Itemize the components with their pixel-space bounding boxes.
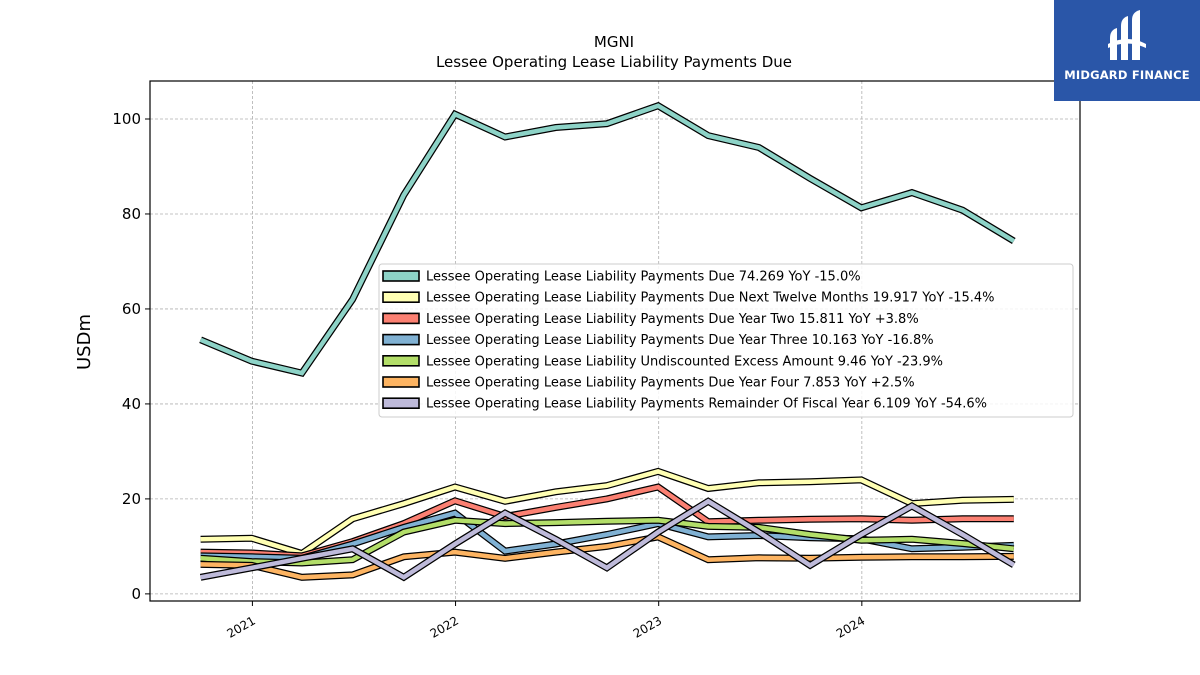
y-tick-label: 80 — [122, 205, 141, 223]
y-tick-label: 40 — [122, 395, 141, 413]
series-line — [200, 534, 1014, 580]
y-axis-label: USDm — [74, 314, 95, 370]
legend-swatch — [382, 312, 420, 325]
y-tick-label: 100 — [112, 110, 141, 128]
brand-logo: MIDGARD FINANCE — [1054, 0, 1200, 101]
x-tick-label: 2024 — [834, 613, 867, 640]
legend-swatch — [382, 270, 420, 282]
legend-swatch — [382, 376, 420, 388]
series-line — [200, 469, 1014, 556]
series-line — [200, 518, 1015, 566]
series-5 — [200, 533, 1014, 581]
legend-label: Lessee Operating Lease Liability Payment… — [426, 397, 987, 412]
series-4 — [200, 516, 1015, 567]
legend-label: Lessee Operating Lease Liability Payment… — [426, 291, 995, 306]
chart-title: MGNI — [594, 33, 634, 51]
legend-item: Lessee Operating Lease Liability Payment… — [382, 376, 915, 391]
legend-swatch — [382, 354, 420, 367]
legend-label: Lessee Operating Lease Liability Payment… — [426, 270, 861, 285]
legend-label: Lessee Operating Lease Liability Payment… — [426, 333, 934, 348]
y-tick-label: 0 — [131, 585, 141, 603]
chart-subtitle: Lessee Operating Lease Liability Payment… — [436, 53, 792, 71]
series-line — [199, 103, 1015, 376]
plot-frame — [149, 80, 1081, 602]
legend-item: Lessee Operating Lease Liability Payment… — [382, 397, 987, 412]
brand-mark-icon — [1108, 10, 1146, 60]
legend-label: Lessee Operating Lease Liability Payment… — [426, 376, 915, 391]
legend-item: Lessee Operating Lease Liability Payment… — [382, 291, 995, 306]
legend-swatch — [382, 333, 420, 346]
legend-swatch — [382, 397, 420, 410]
series-line — [200, 498, 1015, 580]
x-tick-label: 2021 — [224, 613, 257, 640]
series-0 — [199, 101, 1016, 378]
legend-item: Lessee Operating Lease Liability Payment… — [382, 312, 919, 327]
legend-box — [378, 263, 1074, 418]
legend-item: Lessee Operating Lease Liability Undisco… — [382, 354, 943, 369]
legend-label: Lessee Operating Lease Liability Payment… — [426, 312, 919, 327]
x-tick-label: 2022 — [428, 613, 461, 640]
legend-item: Lessee Operating Lease Liability Payment… — [382, 270, 861, 285]
series-6 — [199, 497, 1016, 582]
brand-name: MIDGARD FINANCE — [1064, 68, 1190, 82]
legend: Lessee Operating Lease Liability Payment… — [378, 263, 1074, 418]
y-tick-label: 20 — [122, 490, 141, 508]
legend-swatch — [382, 291, 420, 304]
legend-item: Lessee Operating Lease Liability Payment… — [382, 333, 934, 348]
series-lines — [199, 101, 1016, 582]
legend-label: Lessee Operating Lease Liability Undisco… — [426, 354, 943, 369]
y-tick-label: 60 — [122, 300, 141, 318]
series-1 — [200, 467, 1014, 558]
x-tick-label: 2023 — [631, 613, 664, 640]
